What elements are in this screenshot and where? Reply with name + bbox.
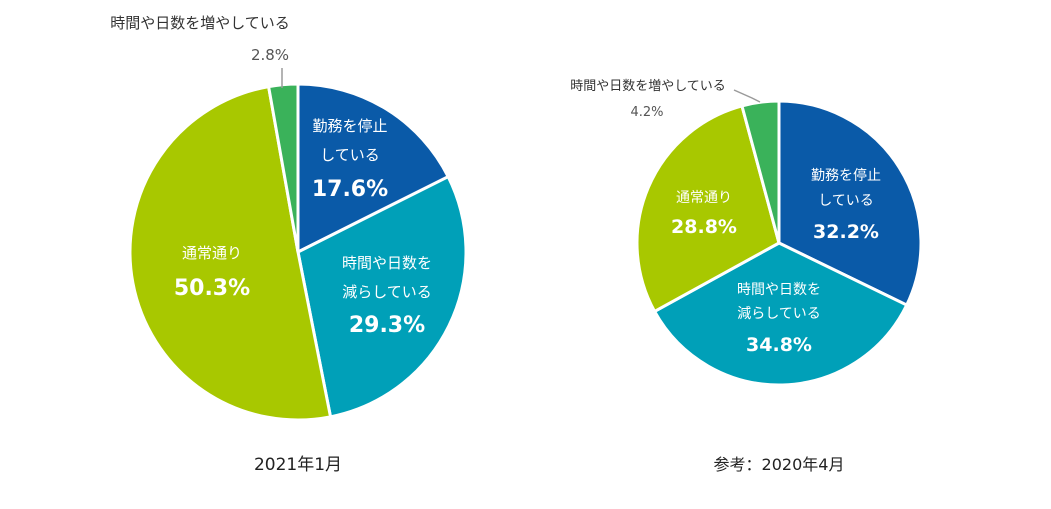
data-label: 17.6% (312, 177, 388, 202)
data-label: 29.3% (349, 313, 425, 338)
pie-slice (740, 99, 781, 245)
data-label: 32.2% (813, 221, 879, 243)
pie-slice (777, 99, 923, 307)
slice-label: 減らしている (342, 283, 432, 301)
data-label: 34.8% (746, 334, 812, 356)
slice-label: 時間や日数を増やしている (570, 79, 726, 94)
slice-label: 通常通り (182, 244, 242, 262)
pie-slice (635, 104, 781, 313)
slice-label: している (818, 193, 874, 209)
slice-label: 勤務を停止 (811, 167, 881, 184)
slice-label: 時間や日数を (342, 254, 432, 272)
slice-label: 勤務を停止 (312, 117, 387, 135)
chart-title: 2021年1月 (254, 455, 342, 475)
data-label: 28.8% (671, 216, 737, 238)
pie-slice (653, 241, 909, 387)
data-label: 2.8% (251, 46, 289, 64)
leader-line (733, 89, 761, 103)
slice-label: 時間や日数を増やしている (110, 14, 290, 32)
slice-label: している (320, 146, 380, 164)
pie-slice (267, 82, 300, 254)
slice-label: 通常通り (676, 190, 732, 206)
slice-label: 時間や日数を (737, 282, 821, 298)
pie-slice (128, 85, 333, 422)
data-label: 50.3% (174, 276, 250, 301)
pie-slice (296, 175, 468, 419)
chart-title: 参考：2020年4月 (714, 455, 845, 474)
data-label: 4.2% (630, 105, 663, 120)
slice-label: 減らしている (737, 305, 821, 322)
pie-slice (296, 82, 450, 254)
